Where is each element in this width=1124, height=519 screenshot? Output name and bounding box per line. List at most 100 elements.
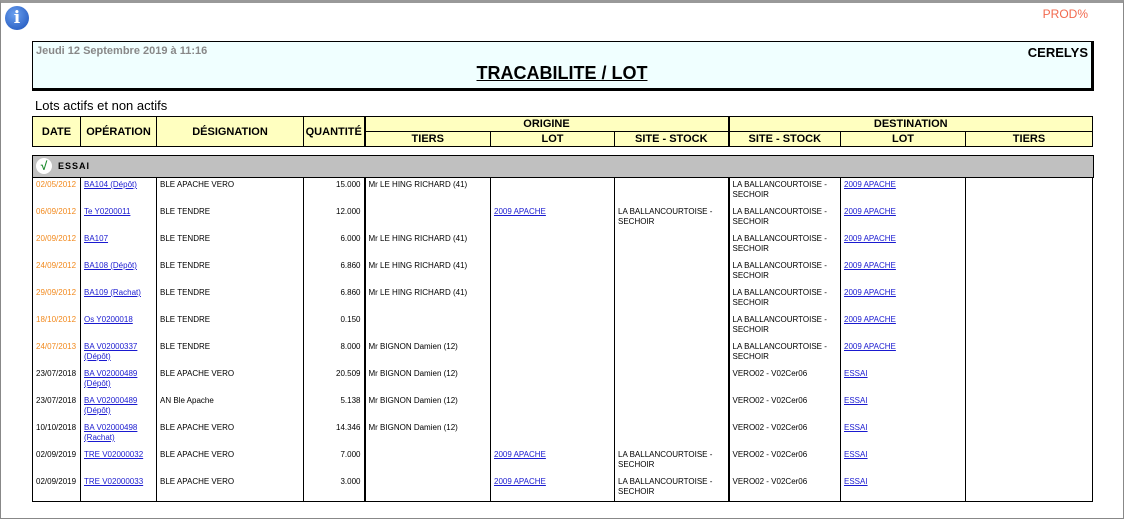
table-row: 23/07/2018 BA V02000489 (Dépôt) AN Ble Apa… (32, 393, 1093, 420)
table-cell: 2009 APACHE (490, 474, 615, 502)
dest-lot-link[interactable]: ESSAI (844, 396, 868, 405)
cell-designation: BLE TENDRE (160, 315, 211, 324)
report-subtitle: Lots actifs et non actifs (35, 98, 168, 113)
table-cell (363, 312, 491, 339)
dest-lot-link[interactable]: ESSAI (844, 423, 868, 432)
table-cell: 6.860 (303, 258, 365, 285)
operation-link[interactable]: Os Y0200018 (84, 315, 133, 324)
operation-link[interactable]: BA V02000337 (Dépôt) (84, 342, 138, 361)
dest-lot-link[interactable]: 2009 APACHE (844, 315, 896, 324)
dest-lot-link[interactable]: 2009 APACHE (844, 180, 896, 189)
operation-link[interactable]: BA V02000489 (Dépôt) (84, 369, 138, 388)
cell-quantity: 5.138 (340, 396, 361, 405)
table-row: 24/07/2013 BA V02000337 (Dépôt) BLE TENDRE… (32, 339, 1093, 366)
table-cell: 2009 APACHE (490, 204, 615, 231)
table-cell: VERO02 - V02Cer06 (727, 474, 841, 502)
table-cell (965, 420, 1093, 447)
cell-quantity: 6.860 (340, 288, 361, 297)
table-cell: 24/09/2012 (32, 258, 81, 285)
cell-dest-site: LA BALLANCOURTOISE - SECHOIR (732, 180, 827, 199)
table-cell: BA V02000498 (Rachat) (80, 420, 157, 447)
table-cell: 12.000 (303, 204, 365, 231)
cell-dest-site: VERO02 - V02Cer06 (732, 450, 808, 459)
col-origine: ORIGINE (364, 116, 730, 132)
cell-dest-site: LA BALLANCOURTOISE - SECHOIR (732, 315, 827, 334)
table-cell (490, 312, 615, 339)
table-cell: Os Y0200018 (80, 312, 157, 339)
operation-link[interactable]: Te Y0200011 (84, 207, 131, 216)
dest-lot-link[interactable]: 2009 APACHE (844, 288, 896, 297)
cell-date: 02/05/2012 (36, 180, 77, 189)
operation-link[interactable]: BA104 (Dépôt) (84, 180, 137, 189)
origin-lot-link[interactable]: 2009 APACHE (494, 477, 546, 486)
table-cell: LA BALLANCOURTOISE - SECHOIR (614, 204, 729, 231)
cell-dest-site: LA BALLANCOURTOISE - SECHOIR (732, 261, 827, 280)
info-icon[interactable]: i (5, 6, 29, 30)
col-date: DATE (32, 116, 81, 147)
operation-link[interactable]: BA108 (Dépôt) (84, 261, 137, 270)
table-cell (614, 177, 729, 204)
table-cell: BLE APACHE VERO (156, 474, 304, 502)
dest-lot-link[interactable]: ESSAI (844, 450, 868, 459)
origin-lot-link[interactable]: 2009 APACHE (494, 450, 546, 459)
dest-lot-link[interactable]: ESSAI (844, 369, 868, 378)
operation-link[interactable]: BA V02000489 (Dépôt) (84, 396, 138, 415)
operation-link[interactable]: BA107 (84, 234, 109, 243)
cell-origin-tiers: Mr LE HING RICHARD (41) (368, 180, 468, 189)
cell-origin-site: LA BALLANCOURTOISE - SECHOIR (618, 477, 713, 496)
cell-designation: BLE TENDRE (160, 261, 211, 270)
table-cell: Mr LE HING RICHARD (41) (363, 231, 491, 258)
table-cell: LA BALLANCOURTOISE - SECHOIR (727, 204, 841, 231)
table-cell (490, 366, 615, 393)
cell-dest-site: VERO02 - V02Cer06 (732, 369, 808, 378)
col-designation: DÉSIGNATION (156, 116, 304, 147)
report-header: Jeudi 12 Septembre 2019 à 11:16 CERELYS … (32, 41, 1094, 91)
cell-dest-site: VERO02 - V02Cer06 (732, 477, 808, 486)
table-cell: 2009 APACHE (840, 177, 966, 204)
table-cell (490, 393, 615, 420)
cell-quantity: 7.000 (340, 450, 361, 459)
operation-link[interactable]: TRE V02000033 (84, 477, 144, 486)
origin-lot-link[interactable]: 2009 APACHE (494, 207, 546, 216)
dest-lot-link[interactable]: 2009 APACHE (844, 234, 896, 243)
cell-designation: AN Ble Apache (160, 396, 214, 405)
cell-origin-tiers: Mr LE HING RICHARD (41) (368, 261, 468, 270)
table-cell: BA107 (80, 231, 157, 258)
table-row: 10/10/2018 BA V02000498 (Rachat) BLE APACH… (32, 420, 1093, 447)
table-cell (614, 420, 729, 447)
operation-link[interactable]: BA109 (Rachat) (84, 288, 141, 297)
dest-lot-link[interactable]: 2009 APACHE (844, 207, 896, 216)
table-cell: 29/09/2012 (32, 285, 81, 312)
cell-quantity: 3.000 (340, 477, 361, 486)
table-cell: Mr BIGNON Damien (12) (363, 420, 491, 447)
table-cell: BLE TENDRE (156, 312, 304, 339)
table-cell: VERO02 - V02Cer06 (727, 447, 841, 474)
cell-designation: BLE TENDRE (160, 288, 211, 297)
table-cell: 6.860 (303, 285, 365, 312)
table-row: 20/09/2012 BA107 BLE TENDRE 6.000 Mr LE HING… (32, 231, 1093, 258)
cell-quantity: 20.509 (336, 369, 361, 378)
page-title: TRACABILITE / LOT (476, 63, 648, 83)
cell-date: 06/09/2012 (36, 207, 77, 216)
lot-table: 02/05/2012 BA104 (Dépôt) BLE APACHE VERO 15… (32, 177, 1093, 502)
dest-lot-link[interactable]: 2009 APACHE (844, 342, 896, 351)
col-origine-site: SITE - STOCK (614, 131, 730, 147)
table-cell: LA BALLANCOURTOISE - SECHOIR (727, 177, 841, 204)
dest-lot-link[interactable]: 2009 APACHE (844, 261, 896, 270)
operation-link[interactable]: BA V02000498 (Rachat) (84, 423, 138, 442)
table-row: 23/07/2018 BA V02000489 (Dépôt) BLE APACHE… (32, 366, 1093, 393)
table-cell (490, 285, 615, 312)
table-cell: VERO02 - V02Cer06 (727, 420, 841, 447)
table-cell: Te Y0200011 (80, 204, 157, 231)
table-cell: 14.346 (303, 420, 365, 447)
table-cell (614, 312, 729, 339)
table-cell: 3.000 (303, 474, 365, 502)
table-cell: Mr BIGNON Damien (12) (363, 393, 491, 420)
cell-designation: BLE APACHE VERO (160, 450, 235, 459)
table-cell: ESSAI (840, 420, 966, 447)
cell-quantity: 6.000 (340, 234, 361, 243)
table-cell (490, 339, 615, 366)
table-cell: 02/09/2019 (32, 447, 81, 474)
dest-lot-link[interactable]: ESSAI (844, 477, 868, 486)
operation-link[interactable]: TRE V02000032 (84, 450, 144, 459)
